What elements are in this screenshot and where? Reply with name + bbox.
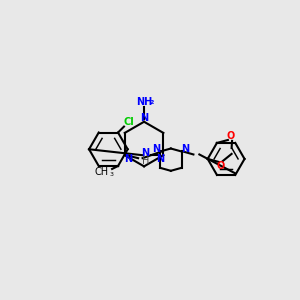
Text: CH: CH [94, 167, 109, 177]
Text: O: O [226, 130, 234, 140]
Text: N: N [156, 154, 164, 164]
Text: NH: NH [136, 98, 152, 107]
Text: N: N [124, 154, 132, 164]
Text: 3: 3 [109, 172, 113, 177]
Text: N: N [152, 144, 160, 154]
Text: N: N [140, 113, 148, 123]
Text: H: H [142, 156, 149, 166]
Text: 2: 2 [149, 100, 154, 105]
Text: O: O [217, 161, 225, 171]
Text: Cl: Cl [123, 117, 134, 127]
Text: N: N [142, 148, 150, 158]
Text: N: N [181, 144, 189, 154]
